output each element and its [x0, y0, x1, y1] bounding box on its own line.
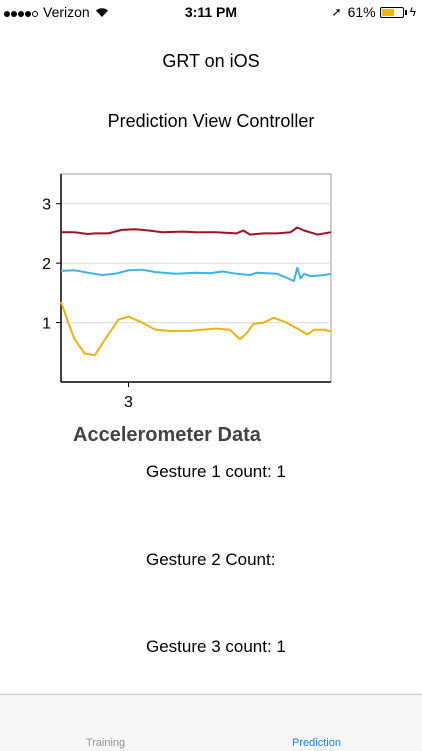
location-arrow-icon: ➚ [331, 5, 342, 19]
status-time: 3:11 PM [184, 4, 238, 20]
accelerometer-chart: 1 2 3 3 [42, 173, 332, 411]
accelerometer-label: Accelerometer Data [73, 424, 261, 446]
gesture-2-count: Gesture 2 Count: [146, 550, 276, 569]
gesture-3-count: Gesture 3 count: 1 [146, 637, 286, 656]
signal-dot [4, 11, 10, 17]
battery-icon [379, 6, 404, 18]
signal-icon [4, 4, 39, 20]
signal-dot-empty [32, 11, 38, 17]
battery-fill [381, 8, 394, 16]
wifi-icon [95, 7, 108, 17]
y-tick-label: 2 [42, 256, 51, 273]
signal-dot [25, 11, 31, 17]
y-tick-label: 3 [42, 197, 51, 214]
plot-frame [60, 173, 332, 383]
signal-dot [18, 11, 24, 17]
page-subtitle: Prediction View Controller [107, 111, 315, 131]
signal-dot [11, 11, 17, 17]
gesture-1-count: Gesture 1 count: 1 [146, 462, 286, 481]
series-line-2 [60, 266, 332, 282]
tab-bar: Training Prediction [0, 694, 422, 751]
tab-prediction[interactable]: Prediction [292, 737, 341, 749]
status-right: ➚ 61% ϟ [332, 4, 416, 20]
y-tick-label: 1 [42, 316, 51, 333]
series-line-3 [60, 301, 332, 357]
status-bar: Verizon 3:11 PM ➚ 61% ϟ [0, 0, 422, 24]
charging-bolt-icon: ϟ [409, 5, 416, 19]
tab-training[interactable]: Training [85, 737, 126, 749]
battery-tip [404, 9, 407, 15]
carrier-name: Verizon [43, 4, 90, 20]
series-line-1 [61, 226, 332, 236]
x-tick-label: 3 [124, 394, 133, 411]
page-title: GRT on iOS [162, 51, 260, 71]
status-left: Verizon [4, 4, 109, 20]
battery-percent: 61% [347, 4, 376, 20]
